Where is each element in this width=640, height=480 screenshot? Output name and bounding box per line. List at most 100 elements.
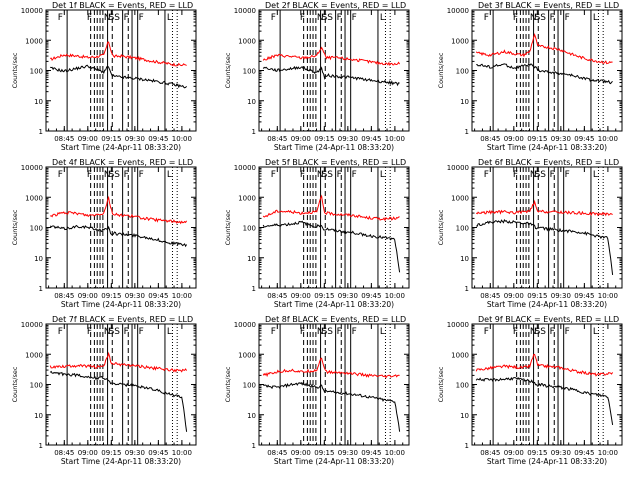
band-letter: S [109,327,115,337]
band-letter: S [114,13,120,23]
band-letter: S [114,170,120,180]
y-tick-label: 100 [243,225,256,233]
band-letter: F [271,13,276,23]
y-axis-label: Counts/sec [437,52,445,88]
band-letter: F [550,170,555,180]
band-letter: L [167,327,172,337]
y-tick-label: 100 [456,68,469,76]
y-tick-label: 10 [34,412,43,420]
x-tick-label: 09:00 [78,135,98,143]
x-tick-label: 09:45 [574,292,594,300]
lld-series-line [475,33,613,65]
x-axis-label: Start Time (24-Apr-11 08:33:20) [487,143,607,152]
events-series-line [49,370,188,432]
x-tick-label: 09:00 [291,135,311,143]
x-tick-label: 08:45 [267,292,287,300]
band-letter: F [139,13,144,23]
x-tick-label: 10:00 [172,292,192,300]
band-letter: S [322,170,328,180]
x-tick-label: 08:45 [267,135,287,143]
y-tick-label: 1000 [451,194,469,202]
x-tick-label: 08:45 [480,449,500,457]
y-tick-label: 1 [252,442,256,450]
plot-frame [471,323,623,446]
band-letter: L [593,327,598,337]
band-letter: F [352,13,357,23]
x-tick-label: 09:45 [148,135,168,143]
band-letter: N [104,170,111,180]
band-letter: F [300,327,305,337]
band-letter: F [352,170,357,180]
band-letter: F [337,13,342,23]
panel-title: Det 4f BLACK = Events, RED = LLD [52,158,193,167]
y-tick-label: 10000 [21,321,43,329]
x-tick-label: 09:45 [148,449,168,457]
band-letter: F [58,13,63,23]
events-series-line [262,65,400,87]
y-tick-label: 1 [465,128,469,136]
y-tick-label: 100 [456,382,469,390]
band-letter: L [380,170,385,180]
band-letter: S [109,170,115,180]
band-letter: F [139,327,144,337]
lld-series-line [49,351,188,373]
y-tick-label: 10000 [447,7,469,15]
x-tick-label: 09:15 [101,292,121,300]
band-letter: F [484,170,489,180]
y-tick-label: 10000 [447,321,469,329]
y-tick-label: 1 [252,128,256,136]
x-tick-label: 09:00 [291,292,311,300]
panel-title: Det 5f BLACK = Events, RED = LLD [265,158,406,167]
x-tick-label: 09:45 [574,135,594,143]
x-tick-label: 08:45 [267,449,287,457]
y-axis-label: Counts/sec [11,366,19,402]
y-tick-label: 1000 [238,194,256,202]
y-axis-label: Counts/sec [224,209,232,245]
band-letter: F [484,13,489,23]
events-series-line [49,224,188,248]
lld-series-line [49,195,188,225]
y-tick-label: 10000 [234,164,256,172]
lld-series-line [262,357,400,379]
band-letter: L [380,327,385,337]
x-axis-label: Start Time (24-Apr-11 08:33:20) [487,457,607,466]
band-letter: F [58,327,63,337]
band-letter: N [530,13,537,23]
x-axis-label: Start Time (24-Apr-11 08:33:20) [487,300,607,309]
y-tick-label: 1000 [238,351,256,359]
x-tick-label: 09:15 [314,135,334,143]
x-tick-label: 09:15 [314,449,334,457]
x-tick-label: 09:30 [551,449,571,457]
band-letter: F [87,327,92,337]
x-tick-label: 09:45 [148,292,168,300]
band-letter: S [322,327,328,337]
x-tick-label: 10:00 [598,292,618,300]
y-tick-label: 100 [30,382,43,390]
panel-title: Det 9f BLACK = Events, RED = LLD [478,315,619,324]
plot-frame [258,323,410,446]
y-tick-label: 10 [460,98,469,106]
y-tick-label: 10 [34,255,43,263]
band-letter: F [513,170,518,180]
x-tick-label: 08:45 [480,292,500,300]
band-letter: S [327,327,333,337]
x-tick-label: 10:00 [385,449,405,457]
y-tick-label: 1000 [25,194,43,202]
band-letter: N [530,170,537,180]
x-tick-label: 09:30 [125,449,145,457]
y-tick-label: 10 [460,412,469,420]
events-series-line [262,220,401,273]
y-axis-label: Counts/sec [11,209,19,245]
y-axis-label: Counts/sec [11,52,19,88]
x-tick-label: 09:45 [361,135,381,143]
y-tick-label: 1000 [451,351,469,359]
band-letter: L [593,170,598,180]
y-tick-label: 10000 [234,7,256,15]
x-tick-label: 09:15 [101,135,121,143]
band-letter: F [300,170,305,180]
band-letter: L [167,170,172,180]
